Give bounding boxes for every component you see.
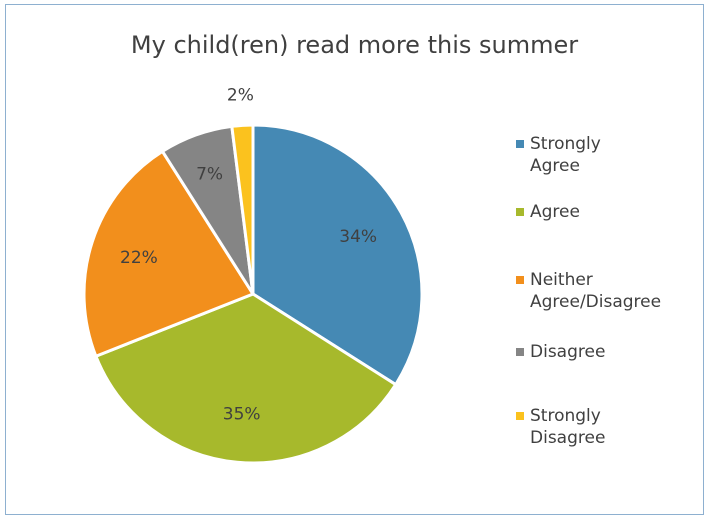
pie-slice-neither: [82, 149, 256, 359]
legend-label-strongly-agree: Strongly Agree: [530, 134, 601, 176]
legend-label-agree: Agree: [530, 202, 580, 222]
legend-swatch-strongly-agree: [516, 140, 524, 148]
legend-swatch-agree: [516, 208, 524, 216]
data-label-neither: 22%: [120, 248, 158, 268]
data-label-strongly-agree: 34%: [339, 227, 377, 247]
chart-title: My child(ren) read more this summer: [130, 31, 579, 59]
legend-swatch-disagree: [516, 348, 524, 356]
data-label-agree: 35%: [223, 405, 261, 425]
pie-chart: 34% 35% 22% 7% 2%: [82, 85, 424, 465]
chart-area: My child(ren) read more this summer 34% 3…: [5, 4, 704, 515]
legend-label-neither: Neither Agree/Disagree: [530, 270, 662, 312]
pie-slice-strongly-disagree: [230, 123, 255, 295]
legend-swatch-neither: [516, 276, 524, 284]
legend-swatch-strongly-disagree: [516, 412, 524, 420]
pie-slice-agree: [93, 292, 398, 465]
data-label-strongly-disagree: 2%: [227, 85, 254, 105]
legend-label-disagree: Disagree: [530, 342, 606, 362]
data-label-disagree: 7%: [196, 165, 223, 185]
legend-label-strongly-disagree: Strongly Disagree: [530, 406, 606, 448]
